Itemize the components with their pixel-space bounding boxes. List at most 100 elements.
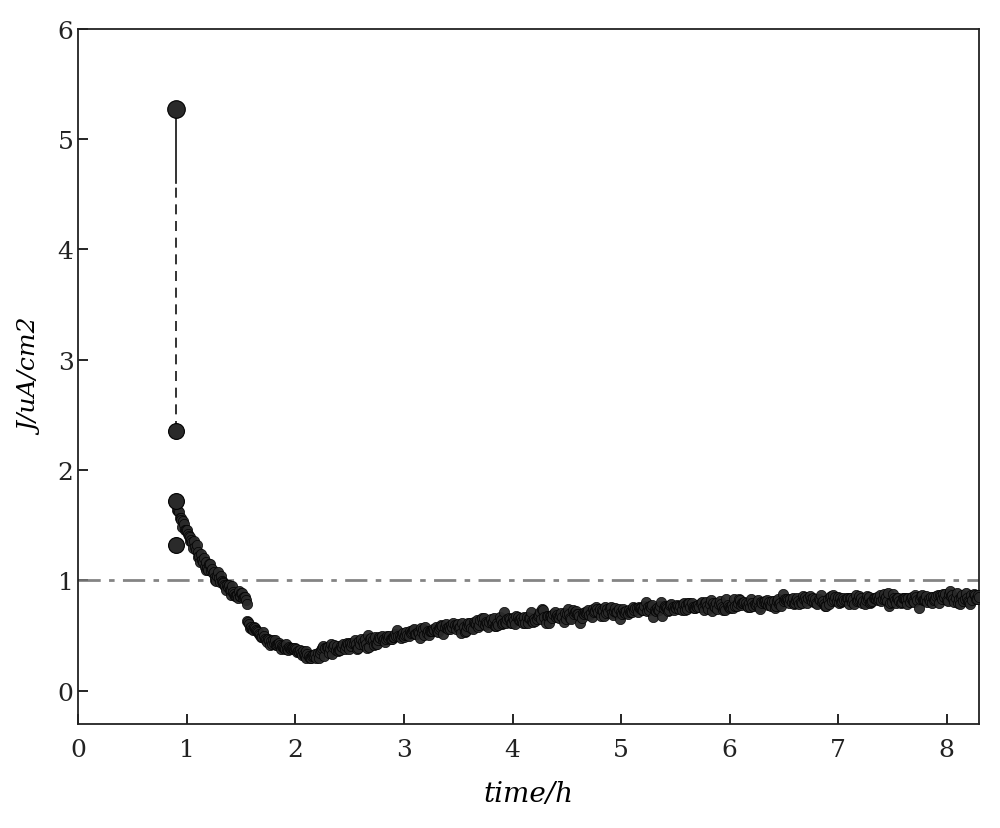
Point — [215, 576, 231, 590]
Point — [678, 599, 694, 612]
Point — [304, 649, 320, 662]
Point — [787, 597, 803, 610]
Point — [606, 604, 622, 618]
Point — [475, 617, 491, 630]
Point — [805, 591, 821, 604]
Point — [640, 600, 656, 614]
Point — [190, 546, 206, 559]
Point — [749, 597, 765, 610]
Point — [946, 595, 962, 609]
Point — [638, 595, 654, 609]
Point — [369, 638, 385, 651]
Point — [870, 594, 886, 607]
Point — [256, 629, 272, 643]
Point — [832, 592, 848, 605]
Point — [888, 596, 904, 609]
Point — [340, 638, 356, 651]
Point — [712, 595, 728, 608]
Point — [607, 602, 623, 615]
Point — [654, 610, 670, 623]
Point — [666, 603, 682, 616]
Point — [707, 601, 723, 614]
Point — [551, 611, 567, 624]
Point — [249, 625, 265, 638]
Point — [407, 628, 423, 641]
Point — [905, 595, 921, 608]
Point — [580, 604, 596, 617]
Point — [484, 616, 500, 629]
Point — [962, 597, 978, 610]
Point — [668, 601, 684, 614]
Point — [736, 595, 752, 609]
Point — [821, 598, 837, 611]
Point — [330, 645, 346, 658]
Point — [526, 613, 542, 626]
Point — [383, 633, 399, 646]
Point — [437, 621, 453, 634]
Point — [293, 647, 309, 660]
Point — [497, 616, 513, 629]
Point — [700, 603, 716, 616]
Point — [809, 598, 825, 611]
Point — [642, 599, 658, 613]
Point — [927, 593, 943, 606]
Point — [216, 578, 232, 591]
Point — [556, 615, 572, 628]
Point — [363, 632, 379, 645]
Point — [169, 504, 185, 518]
Point — [539, 610, 555, 623]
Point — [176, 518, 192, 532]
Point — [685, 601, 701, 614]
Point — [838, 594, 854, 607]
Point — [504, 617, 520, 630]
Point — [849, 595, 865, 608]
Point — [225, 586, 241, 599]
Point — [344, 637, 360, 650]
Point — [213, 570, 229, 583]
Point — [263, 634, 279, 647]
Point — [472, 614, 488, 627]
Point — [630, 605, 646, 619]
Point — [254, 630, 270, 643]
Point — [717, 604, 733, 617]
Point — [490, 619, 506, 632]
Point — [284, 641, 300, 654]
Point — [632, 601, 648, 614]
Point — [298, 651, 314, 664]
Point — [695, 600, 711, 614]
Point — [609, 606, 625, 619]
Point — [602, 602, 618, 615]
Point — [671, 602, 687, 615]
Point — [586, 606, 602, 619]
Point — [706, 599, 722, 613]
Point — [747, 598, 763, 611]
Point — [753, 595, 769, 609]
Point — [588, 601, 604, 614]
Point — [676, 596, 692, 609]
Point — [782, 593, 798, 606]
Point — [192, 556, 208, 569]
Point — [264, 638, 280, 651]
Point — [379, 629, 395, 643]
Point — [904, 590, 920, 604]
Point — [232, 590, 248, 603]
Point — [347, 634, 363, 647]
Point — [921, 592, 937, 605]
Point — [198, 564, 214, 577]
Point — [296, 648, 312, 662]
Point — [968, 593, 984, 606]
Point — [538, 617, 554, 630]
Point — [433, 619, 449, 632]
Point — [732, 594, 748, 607]
Point — [660, 605, 676, 619]
Point — [957, 593, 973, 606]
Point — [760, 599, 776, 612]
Point — [432, 621, 448, 634]
Point — [697, 597, 713, 610]
Point — [385, 630, 401, 643]
Point — [723, 601, 739, 614]
Point — [179, 524, 195, 537]
Point — [557, 606, 573, 619]
Point — [560, 603, 576, 616]
Point — [631, 601, 647, 614]
